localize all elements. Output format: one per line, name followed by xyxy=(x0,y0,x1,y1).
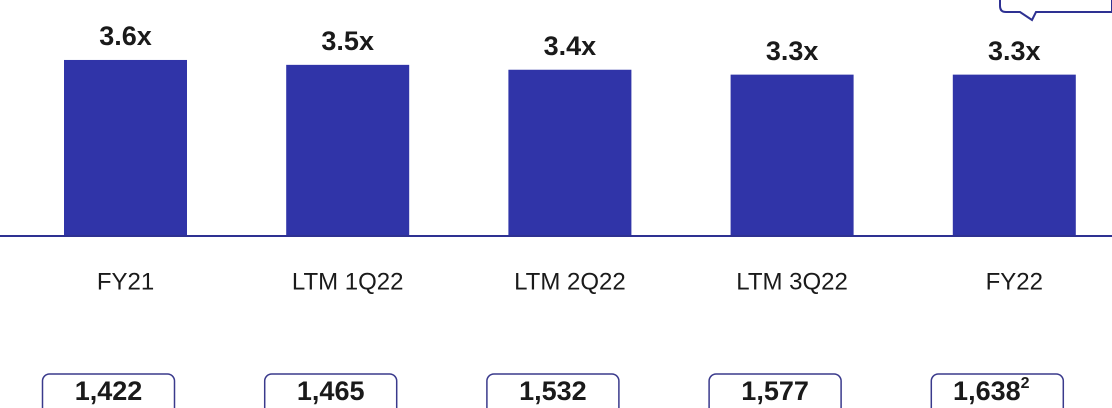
value-label: 3.4x xyxy=(544,31,597,61)
box-text: 1,465 xyxy=(297,376,365,406)
bar xyxy=(64,59,187,237)
bar xyxy=(730,74,854,236)
box-text: 1,532 xyxy=(519,376,587,406)
box-superscript: 2 xyxy=(1021,375,1030,392)
value-box xyxy=(708,373,842,408)
box-text: 1,422 xyxy=(75,376,143,406)
bar xyxy=(952,74,1076,236)
value-box xyxy=(930,373,1065,408)
bar xyxy=(286,64,410,236)
value-label: 3.3x xyxy=(766,36,819,66)
x-tick-label: LTM 3Q22 xyxy=(736,268,848,295)
value-box xyxy=(486,373,620,408)
value-box xyxy=(41,373,176,408)
bar xyxy=(508,69,632,237)
value-box xyxy=(263,373,398,408)
x-tick-label: LTM 1Q22 xyxy=(292,268,404,295)
value-label: 3.3x xyxy=(988,36,1041,66)
value-label: 3.5x xyxy=(321,26,374,56)
box-label: 1,532 xyxy=(519,376,587,406)
box-label: 1,6382 xyxy=(953,375,1030,406)
callout xyxy=(999,0,1112,22)
value-label: 3.6x xyxy=(99,21,152,51)
box-text: 1,577 xyxy=(741,376,809,406)
box-text: 1,638 xyxy=(953,376,1021,406)
box-label: 1,422 xyxy=(75,376,143,406)
box-label: 1,577 xyxy=(741,376,809,406)
x-tick-label: FY21 xyxy=(97,268,154,295)
x-tick-label: LTM 2Q22 xyxy=(514,268,626,295)
x-tick-label: FY22 xyxy=(986,268,1043,295)
box-label: 1,465 xyxy=(297,376,365,406)
